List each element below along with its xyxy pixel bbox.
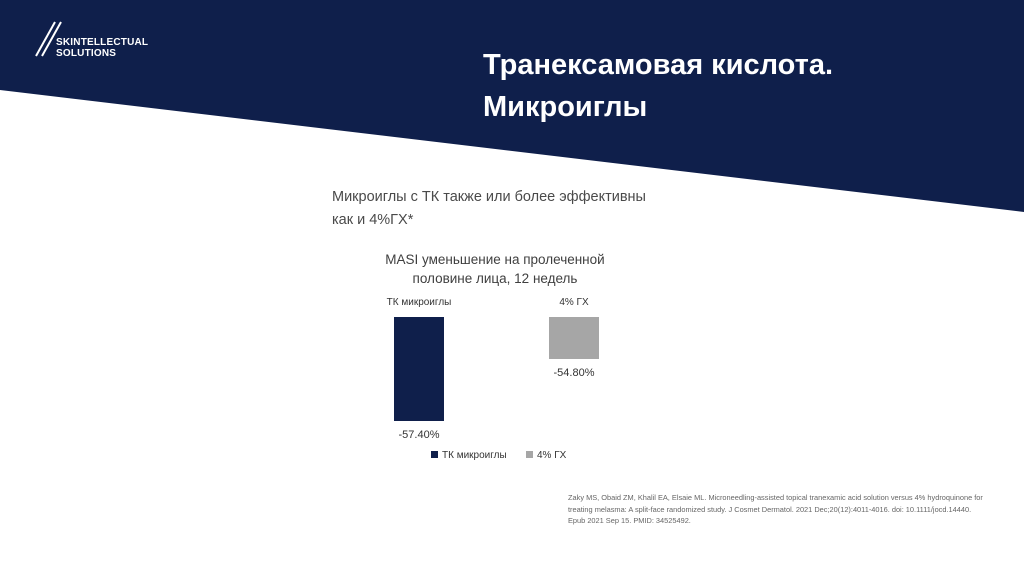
legend-swatch-1 <box>431 451 438 458</box>
page-title-line-1: Транексамовая кислота. <box>483 49 834 81</box>
chart-title: MASI уменьшение на пролеченной половине … <box>360 250 630 288</box>
legend-label-1: ТК микроиглы <box>442 450 507 461</box>
data-label-1: -57.40% <box>399 429 440 441</box>
logo-text: SKINTELLECTUAL SOLUTIONS <box>56 37 148 59</box>
logo-mark-icon <box>35 21 62 57</box>
bar-2 <box>549 317 599 359</box>
subtitle-line-2: как и 4%ГХ* <box>332 212 414 228</box>
subtitle-line-1: Микроиглы с ТК также или более эффективн… <box>332 189 646 205</box>
subtitle: Микроиглы с ТК также или более эффективн… <box>332 186 646 232</box>
chart-title-line-1: MASI уменьшение на пролеченной <box>385 252 605 267</box>
legend-label-2: 4% ГХ <box>537 450 567 461</box>
citation: Zaky MS, Obaid ZM, Khalil EA, Elsaie ML.… <box>568 493 983 525</box>
data-label-2: -54.80% <box>554 367 595 379</box>
page-title: Транексамовая кислота. Микроиглы <box>483 44 833 128</box>
legend-swatch-2 <box>526 451 533 458</box>
category-label-1: ТК микроиглы <box>387 297 452 308</box>
category-label-2: 4% ГХ <box>559 297 589 308</box>
logo-line-1: SKINTELLECTUAL <box>56 37 149 48</box>
chart-title-line-2: половине лица, 12 недель <box>412 271 578 286</box>
logo-line-2: SOLUTIONS <box>56 48 117 59</box>
bar-1 <box>394 317 444 421</box>
page-title-line-2: Микроиглы <box>483 91 648 123</box>
